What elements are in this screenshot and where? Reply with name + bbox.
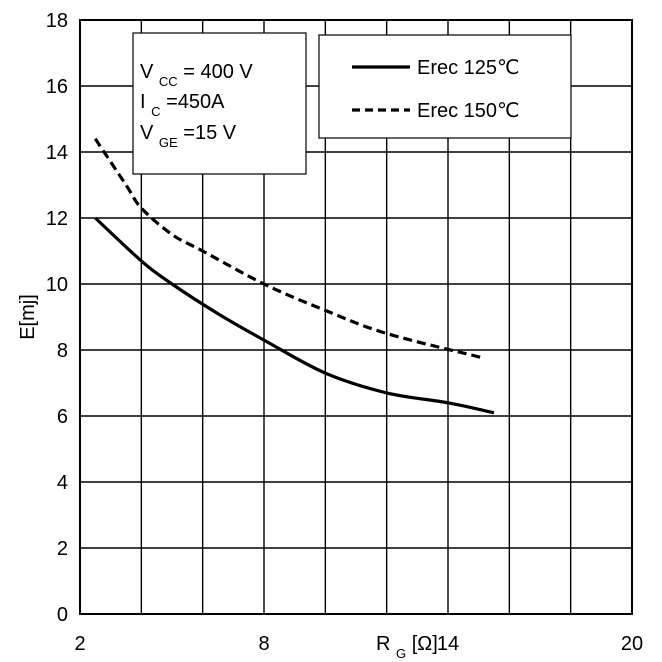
condition-vge-main: V	[140, 122, 154, 144]
condition-vge: V GE =15 V	[140, 122, 237, 150]
x-tick-label: 8	[258, 633, 269, 655]
condition-ic: I C =450A	[140, 91, 225, 119]
condition-vcc: V CC = 400 V	[140, 61, 253, 89]
conditions-box-frame	[132, 32, 307, 175]
x-tick-labels: 2 8 14 20	[74, 633, 643, 655]
y-tick-labels: 0 2 4 6 8 10 12 14 16 18	[46, 10, 68, 626]
y-tick-label: 14	[46, 142, 68, 164]
x-tick-label: 20	[621, 633, 643, 655]
condition-vge-sub: GE	[159, 135, 178, 150]
x-tick-label: 14	[437, 633, 459, 655]
y-tick-label: 10	[46, 274, 68, 296]
y-tick-label: 12	[46, 208, 68, 230]
series-line-erec-125	[94, 216, 495, 415]
x-axis-label-rest: [Ω]	[412, 633, 438, 655]
y-tick-label: 18	[46, 10, 68, 32]
condition-vge-value: =15 V	[183, 122, 236, 144]
y-tick-label: 0	[57, 604, 68, 626]
x-axis-label-main: R	[376, 633, 390, 655]
condition-ic-sub: C	[151, 104, 160, 119]
condition-vcc-value: = 400 V	[183, 61, 253, 83]
y-tick-label: 4	[57, 472, 68, 494]
y-tick-label: 8	[57, 340, 68, 362]
legend: Erec 125℃ Erec 150℃	[318, 34, 572, 139]
condition-vcc-main: V	[140, 61, 154, 83]
x-axis-label: R G [Ω]	[376, 633, 438, 661]
legend-label-erec-150: Erec 150℃	[417, 100, 520, 122]
legend-label-erec-125: Erec 125℃	[417, 57, 520, 79]
x-axis-label-sub: G	[396, 646, 406, 661]
condition-ic-value: =450A	[166, 91, 225, 113]
series-lines	[93, 137, 495, 415]
y-axis-label: E[mj]	[17, 294, 39, 340]
y-tick-label: 16	[46, 76, 68, 98]
condition-vcc-sub: CC	[159, 74, 178, 89]
x-tick-label: 2	[74, 633, 85, 655]
conditions-box: V CC = 400 V I C =450A V GE =15 V	[132, 32, 307, 175]
y-tick-label: 6	[57, 406, 68, 428]
y-tick-label: 2	[57, 538, 68, 560]
plot-frame	[79, 19, 633, 615]
legend-frame	[318, 34, 572, 139]
series-line-erec-150	[93, 137, 486, 360]
condition-ic-main: I	[140, 91, 146, 113]
